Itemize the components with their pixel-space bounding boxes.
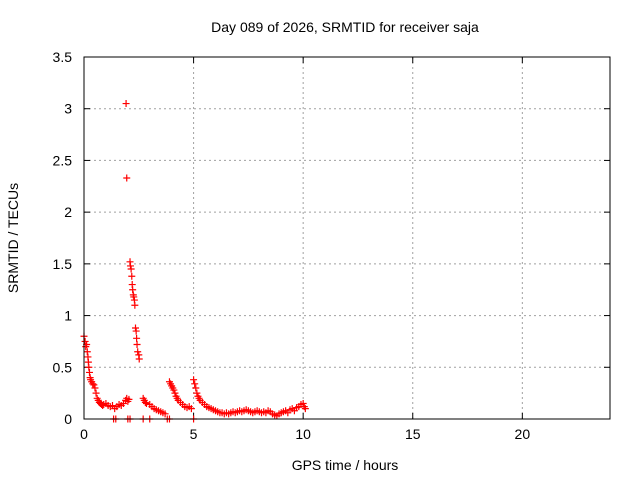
data-points [80, 100, 309, 423]
data-point [129, 286, 137, 294]
data-point [92, 389, 100, 397]
data-point [193, 389, 201, 397]
data-point [161, 410, 169, 418]
data-point [123, 174, 131, 182]
data-point [90, 381, 98, 389]
chart-title: Day 089 of 2026, SRMTID for receiver saj… [211, 19, 479, 35]
data-point [130, 293, 138, 301]
y-tick-label: 3 [64, 101, 72, 117]
x-tick-label: 5 [190, 426, 198, 442]
x-tick-label: 0 [80, 426, 88, 442]
data-point [85, 368, 93, 376]
data-point [141, 398, 149, 406]
x-tick-label: 15 [405, 426, 421, 442]
data-point [299, 399, 307, 407]
y-tick-label: 2 [64, 204, 72, 220]
data-point [191, 380, 199, 388]
data-point [132, 324, 140, 332]
data-point [187, 405, 195, 413]
data-point [85, 363, 93, 371]
data-point [81, 337, 89, 345]
x-tick-labels: 0 5 10 15 20 [80, 426, 530, 442]
y-axis-label: SRMTID / TECUs [5, 183, 21, 293]
y-tick-label: 1 [64, 308, 72, 324]
y-tick-label: 2.5 [53, 152, 73, 168]
data-point [132, 327, 140, 335]
data-point [89, 380, 97, 388]
data-point [170, 386, 178, 394]
data-point [91, 384, 99, 392]
data-point [133, 334, 141, 342]
data-point [125, 395, 133, 403]
x-tick-label: 10 [295, 426, 311, 442]
y-tick-label: 0 [64, 411, 72, 427]
data-point [301, 405, 309, 413]
data-point [83, 348, 91, 356]
grid-lines [84, 57, 610, 419]
data-point [134, 348, 142, 356]
data-point [127, 265, 135, 273]
data-point [190, 376, 198, 384]
data-point [192, 384, 200, 392]
y-tick-label: 1.5 [53, 256, 73, 272]
data-point [142, 399, 150, 407]
x-axis-label: GPS time / hours [292, 457, 399, 473]
y-tick-labels: 0 0.5 1 1.5 2 2.5 3 3.5 [53, 49, 73, 427]
y-tick-label: 3.5 [53, 49, 73, 65]
data-point [131, 301, 139, 309]
x-tick-label: 20 [515, 426, 531, 442]
data-point [171, 389, 179, 397]
y-tick-label: 0.5 [53, 359, 73, 375]
data-point [122, 100, 130, 108]
data-point [133, 341, 141, 349]
data-point [135, 355, 143, 363]
plot-frame [83, 56, 611, 420]
data-point [128, 272, 136, 280]
data-point [126, 262, 134, 270]
